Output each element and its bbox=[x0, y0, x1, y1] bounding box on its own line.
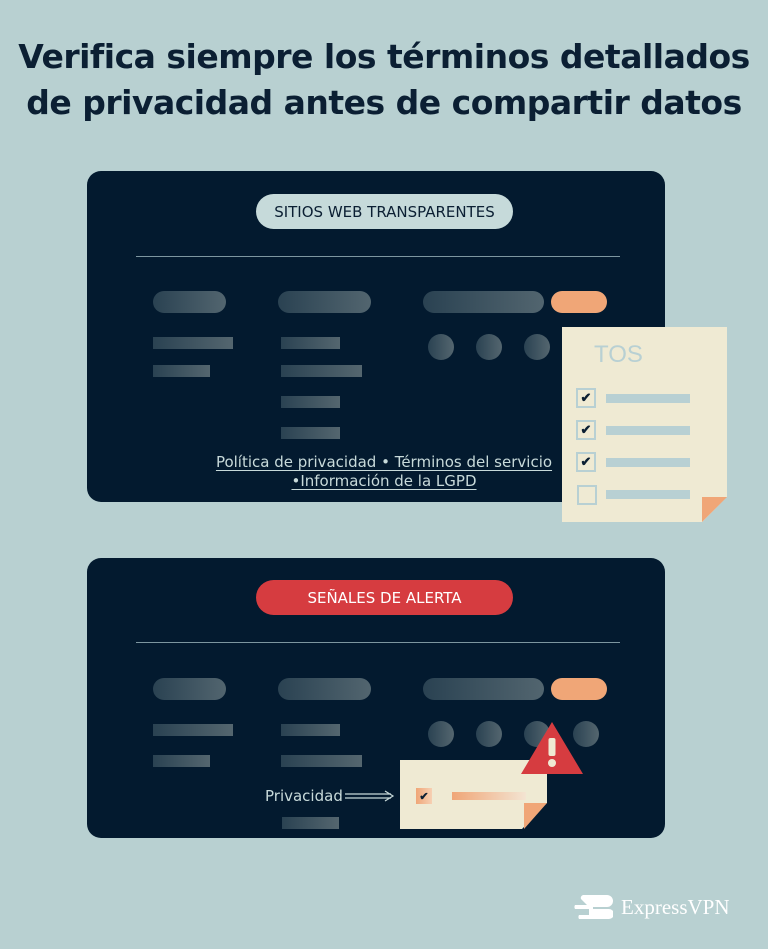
circle-placeholder bbox=[428, 334, 454, 360]
privacy-label: Privacidad bbox=[265, 787, 343, 805]
button-placeholder bbox=[551, 291, 607, 313]
policy-links[interactable]: Política de privacidad • Términos del se… bbox=[215, 453, 553, 471]
circle-placeholder bbox=[428, 721, 454, 747]
checkbox-unchecked bbox=[577, 485, 597, 505]
text-placeholder bbox=[153, 755, 210, 767]
text-placeholder bbox=[153, 724, 233, 736]
divider bbox=[136, 256, 620, 257]
text-placeholder bbox=[281, 365, 362, 377]
tos-title: TOS bbox=[594, 341, 643, 368]
term-line bbox=[606, 426, 690, 435]
tos-document bbox=[562, 327, 727, 522]
search-placeholder bbox=[423, 678, 544, 700]
circle-placeholder bbox=[524, 334, 550, 360]
circle-placeholder bbox=[573, 721, 599, 747]
divider bbox=[136, 642, 620, 643]
checkbox-checked: ✔ bbox=[576, 452, 596, 472]
page-fold bbox=[702, 497, 727, 522]
text-placeholder bbox=[281, 337, 340, 349]
circle-placeholder bbox=[476, 334, 502, 360]
checkbox-checked: ✔ bbox=[576, 388, 596, 408]
expressvpn-logo: ExpressVPN bbox=[621, 895, 730, 919]
term-line bbox=[452, 792, 526, 800]
text-placeholder bbox=[281, 724, 340, 736]
nav-placeholder bbox=[278, 291, 371, 313]
lgpd-link[interactable]: •Información de la LGPD bbox=[291, 472, 477, 490]
expressvpn-logo-icon bbox=[574, 895, 613, 919]
nav-placeholder bbox=[278, 678, 371, 700]
term-line bbox=[606, 490, 690, 499]
alert-badge: SEÑALES DE ALERTA bbox=[256, 580, 513, 615]
circle-placeholder bbox=[476, 721, 502, 747]
checkbox-checked: ✔ bbox=[416, 788, 432, 804]
nav-placeholder bbox=[153, 291, 226, 313]
checkbox-checked: ✔ bbox=[576, 420, 596, 440]
text-placeholder bbox=[281, 396, 340, 408]
search-placeholder bbox=[423, 291, 544, 313]
term-line bbox=[606, 394, 690, 403]
text-placeholder bbox=[281, 427, 340, 439]
button-placeholder bbox=[551, 678, 607, 700]
text-placeholder bbox=[153, 365, 210, 377]
nav-placeholder bbox=[153, 678, 226, 700]
transparent-badge: SITIOS WEB TRANSPARENTES bbox=[256, 194, 513, 229]
term-line bbox=[606, 458, 690, 467]
text-placeholder bbox=[282, 817, 339, 829]
text-placeholder bbox=[281, 755, 362, 767]
warning-icon bbox=[521, 722, 583, 774]
arrow-icon bbox=[345, 790, 395, 802]
headline: Verifica siempre los términos detallados… bbox=[18, 37, 750, 122]
text-placeholder bbox=[153, 337, 233, 349]
